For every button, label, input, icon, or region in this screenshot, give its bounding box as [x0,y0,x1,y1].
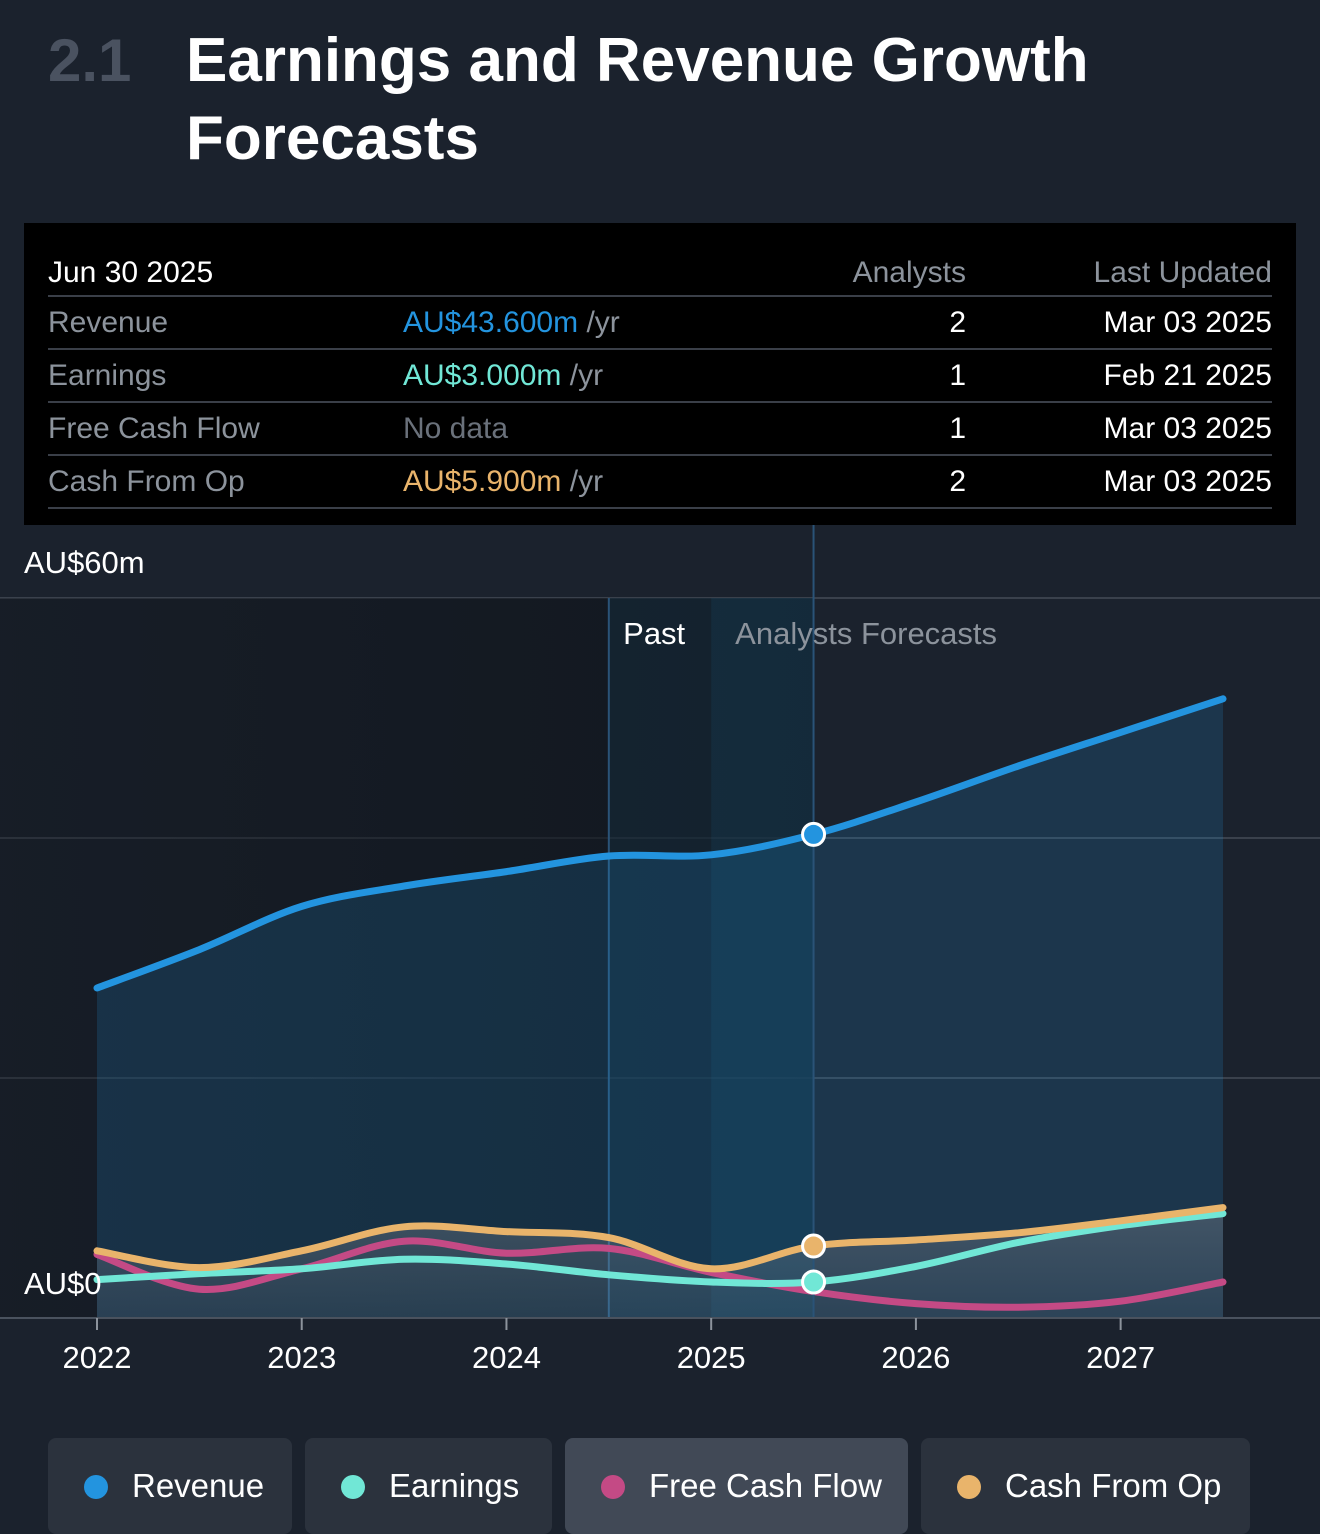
legend-item-free-cash-flow[interactable]: Free Cash Flow [565,1438,908,1534]
y-axis-zero-label: AU$0 [24,1266,102,1301]
forecast-row-updated: Mar 03 2025 [1103,465,1272,498]
legend-dot-earnings [341,1475,365,1499]
x-tick-label: 2027 [1086,1340,1155,1375]
today-point-cash-from-op [801,1233,827,1259]
forecast-date: Jun 30 2025 [48,256,214,289]
forecast-row-cash-from-op: Cash From Op AU$5.900m /yr 2 Mar 03 2025 [48,456,1272,509]
forecast-row-value: AU$43.600m /yr [403,297,620,348]
forecast-unit: /yr [569,465,604,498]
legend-label: Revenue [132,1467,265,1504]
forecast-row-free-cash-flow: Free Cash Flow No data 1 Mar 03 2025 [48,403,1272,456]
forecast-row-name: Cash From Op [48,465,245,498]
forecast-row-analysts: 2 [949,465,966,498]
forecast-unit: /yr [569,359,604,392]
forecast-row-analysts: 1 [949,359,966,392]
forecast-row-name: Free Cash Flow [48,412,260,445]
section-number: 2.1 [48,27,132,94]
legend-dot-free-cash-flow [601,1475,625,1499]
forecast-value: No data [403,412,509,445]
forecast-row-earnings: Earnings AU$3.000m /yr 1 Feb 21 2025 [48,350,1272,403]
forecast-row-value: AU$5.900m /yr [403,456,603,507]
forecast-table: Jun 30 2025 Analysts Last Updated Revenu… [24,223,1296,525]
x-tick-label: 2025 [677,1340,746,1375]
past-region [0,598,814,1318]
x-tick-label: 2026 [881,1340,950,1375]
legend-label: Cash From Op [1005,1467,1222,1504]
cash-from-op-area [97,1207,1223,1318]
y-axis-top-label: AU$60m [24,545,145,580]
past-label: Past [623,616,685,651]
legend-dot-revenue [84,1475,108,1499]
forecast-unit: /yr [586,306,620,339]
forecast-row-value: AU$3.000m /yr [403,350,603,401]
forecast-row-updated: Mar 03 2025 [1103,306,1272,339]
section-title: Earnings and Revenue Growth Forecasts [186,26,1089,173]
today-point-earnings [801,1269,827,1295]
legend-item-revenue[interactable]: Revenue [48,1438,292,1534]
past-band [608,598,814,1318]
series-line-revenue [93,695,1227,992]
forecast-label: Analysts Forecasts [735,616,997,651]
forecast-row-updated: Mar 03 2025 [1103,412,1272,445]
forecast-value: AU$5.900m [403,465,562,498]
last-updated-column-header: Last Updated [1093,256,1272,289]
forecast-row-analysts: 1 [949,412,966,445]
series-line-earnings [93,1210,1227,1287]
revenue-area [97,698,1223,1318]
legend-label: Earnings [389,1467,520,1504]
legend-item-cash-from-op[interactable]: Cash From Op [921,1438,1250,1534]
today-point-revenue [801,821,827,847]
chart-legend: Revenue Earnings Free Cash Flow Cash Fro… [48,1438,1278,1534]
recent-band [711,598,814,1318]
x-tick-label: 2023 [267,1340,336,1375]
forecast-row-updated: Feb 21 2025 [1103,359,1272,392]
forecast-row-revenue: Revenue AU$43.600m /yr 2 Mar 03 2025 [48,297,1272,350]
forecast-table-header: Jun 30 2025 Analysts Last Updated [48,251,1272,297]
forecast-row-name: Revenue [48,306,169,339]
x-tick-label: 2022 [63,1340,132,1375]
forecast-row-value: No data [403,403,508,454]
series-line-cash-from-op [93,1204,1227,1273]
analysts-column-header: Analysts [852,256,966,289]
forecast-row-analysts: 2 [949,306,966,339]
legend-item-earnings[interactable]: Earnings [305,1438,552,1534]
forecast-value: AU$43.600m [403,306,579,339]
forecast-value: AU$3.000m [403,359,562,392]
legend-dot-cash-from-op [957,1475,981,1499]
legend-label: Free Cash Flow [649,1467,882,1504]
forecast-row-name: Earnings [48,359,167,392]
x-tick-label: 2024 [472,1340,541,1375]
growth-chart[interactable]: Past Analysts Forecasts AU$60m AU$0 2022 202… [0,525,1320,1405]
